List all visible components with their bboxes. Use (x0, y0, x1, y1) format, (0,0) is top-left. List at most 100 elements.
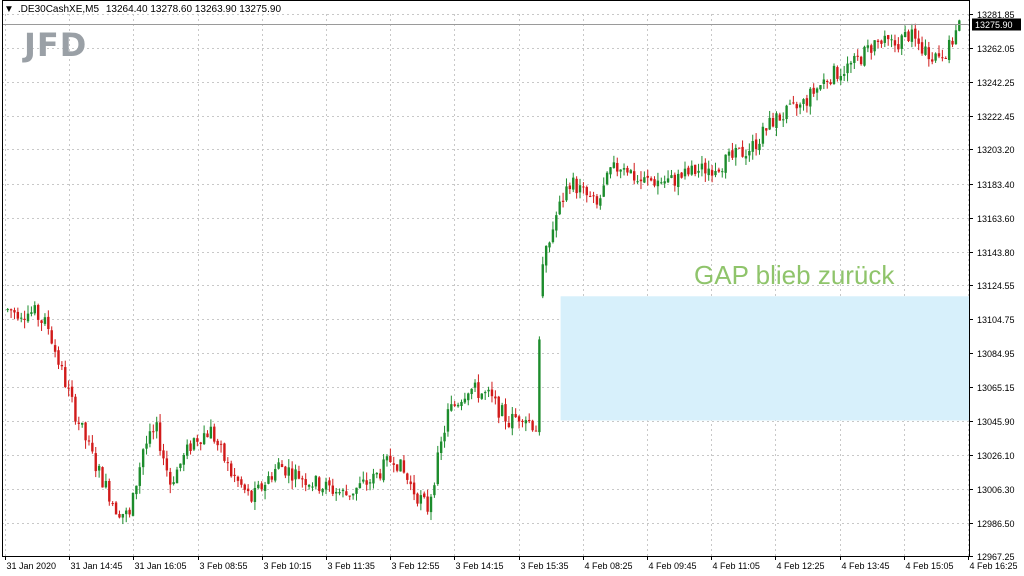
candle-body (243, 484, 246, 490)
candle (490, 381, 494, 403)
candle-body (16, 311, 20, 319)
candle (169, 467, 172, 494)
candle-body (758, 143, 761, 151)
candle (338, 488, 341, 496)
candle-body (551, 229, 555, 243)
y-tick-label: 13222.45 (977, 112, 1015, 122)
candle (809, 87, 812, 115)
candle-body (318, 477, 321, 491)
candle-body (23, 318, 26, 320)
candle-body (9, 309, 13, 311)
candle-body (223, 443, 226, 461)
candle-body (87, 440, 91, 442)
triangle-down-icon[interactable]: ▼ (4, 4, 14, 15)
candle (528, 413, 531, 424)
candle (700, 155, 704, 177)
candle-body (507, 422, 511, 428)
candle (565, 178, 568, 202)
candle-body (439, 441, 443, 454)
candle-body (575, 178, 578, 194)
candle (433, 482, 436, 498)
candle (87, 435, 91, 446)
chart-axes (2, 0, 973, 560)
candle-body (592, 195, 595, 197)
candle-body (859, 56, 863, 65)
candle-body (511, 413, 514, 429)
candle (165, 450, 169, 477)
candle-body (941, 57, 944, 59)
candle (216, 438, 219, 451)
candle (439, 436, 443, 461)
candle (663, 175, 666, 188)
candle (954, 24, 958, 46)
candle (64, 360, 67, 389)
x-tick-label: 3 Feb 12:55 (392, 561, 440, 571)
candle (138, 462, 141, 494)
candle (196, 434, 199, 447)
candle-body (815, 88, 819, 93)
candle-body (50, 330, 53, 344)
candle-body (497, 396, 500, 418)
candle (104, 473, 108, 489)
candle-body (521, 420, 524, 423)
candle (636, 175, 639, 184)
candle-body (931, 59, 934, 62)
candle (572, 172, 575, 193)
candle (162, 443, 165, 466)
candle-body (609, 167, 612, 175)
candle (6, 308, 9, 313)
candle (84, 421, 87, 449)
candle (443, 425, 446, 448)
candle (859, 55, 863, 66)
time-axis-labels: 31 Jan 2020 31 Jan 14:45 31 Jan 16:05 3 Feb… (7, 561, 1018, 571)
current-price-tag-box (972, 18, 1021, 31)
candle-body (639, 179, 643, 182)
candle (683, 161, 687, 180)
candle (544, 245, 548, 273)
candle-body (172, 482, 175, 485)
candle-body (429, 496, 433, 513)
candle-body (328, 480, 331, 486)
candle-body (785, 105, 788, 120)
candle (409, 475, 412, 491)
candle-body (419, 495, 423, 504)
candle (697, 163, 700, 178)
candle-body (47, 316, 50, 329)
candle-body (131, 493, 135, 516)
candle-body (819, 85, 822, 90)
candle-body (602, 185, 605, 197)
candle-body (77, 422, 81, 424)
candle (230, 460, 233, 478)
x-tick-label: 4 Feb 09:45 (649, 561, 697, 571)
candle-body (213, 426, 216, 442)
candle (836, 65, 839, 82)
candle-body (341, 489, 345, 492)
candle (829, 79, 832, 86)
candle-body (331, 485, 334, 494)
gap-zone-highlight (560, 296, 969, 421)
candle-body (26, 313, 30, 322)
candle (23, 310, 26, 329)
candle-body (40, 320, 43, 323)
candle (307, 483, 311, 490)
y-tick-label: 13006.30 (977, 485, 1015, 495)
candle (226, 457, 230, 472)
candle-body (169, 471, 172, 485)
candle (321, 488, 324, 496)
candle-body (788, 103, 792, 105)
candle-body (91, 442, 94, 452)
candle-body (311, 486, 314, 488)
candle-body (886, 35, 890, 40)
candle-body (94, 453, 97, 472)
candle (680, 172, 683, 179)
candle (233, 468, 236, 483)
candle-body (795, 104, 798, 109)
candle (118, 510, 121, 519)
candle-body (544, 245, 548, 266)
jfd-logo: JFD (24, 26, 88, 64)
candle-body (395, 464, 399, 471)
candle (284, 465, 287, 479)
candle-body (958, 20, 961, 31)
candle-body (697, 170, 700, 173)
